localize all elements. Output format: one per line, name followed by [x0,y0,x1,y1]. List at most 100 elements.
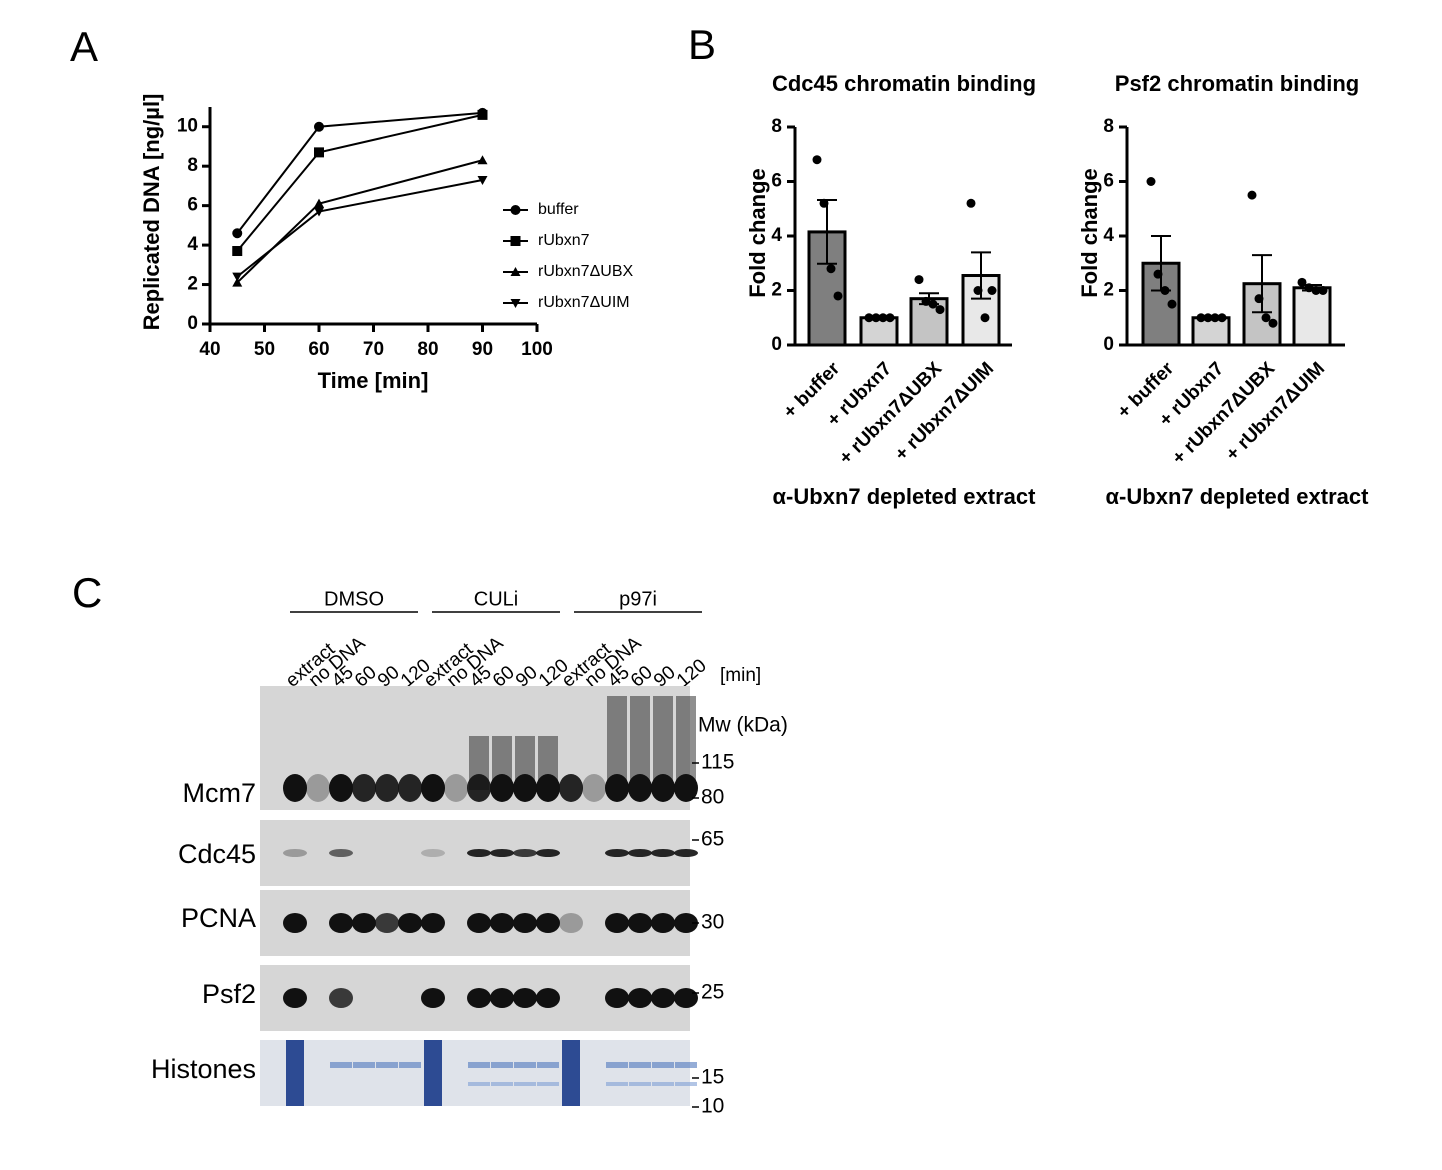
band [283,849,307,857]
data-point [935,305,945,315]
band [628,988,652,1008]
band [559,913,583,933]
band [329,988,353,1008]
band [513,849,537,857]
data-point [1247,190,1257,200]
data-point [1311,286,1321,295]
band [536,774,560,802]
stain-band [491,1082,513,1086]
marker-label: 10 [701,1095,724,1118]
data-point [826,264,836,274]
data-point [1196,313,1206,323]
group-label: CULi [474,588,518,610]
x-tick-label: 40 [199,339,220,360]
error-bar [1252,254,1272,314]
blot-strip [260,1040,690,1106]
y-axis-label: Fold change [1077,168,1102,298]
y-axis-label: Replicated DNA [ng/µl] [139,94,164,331]
stain-band [514,1082,536,1086]
band [536,849,560,857]
band [651,774,675,802]
legend-marker [510,299,521,308]
series-line [236,111,483,234]
band [283,774,307,802]
band [674,913,698,933]
y-tick-label: 6 [771,171,782,192]
stain-band [652,1062,674,1068]
stain-band [629,1062,651,1068]
data-point [914,275,924,285]
data-point [1304,283,1314,293]
marker-label: 15 [701,1066,724,1089]
data-point [833,291,843,301]
band [559,774,583,802]
row-label: Cdc45 [178,839,256,869]
data-point [1146,177,1156,186]
y-tick-label: 6 [1103,171,1114,192]
bar [859,316,899,347]
x-tick-label: 90 [472,339,493,360]
band [582,774,606,802]
data-point [1153,269,1163,279]
data-point [980,313,990,323]
band [421,774,445,802]
band [513,988,537,1008]
band [674,849,698,857]
y-tick-label: 8 [1103,116,1114,137]
band [283,913,307,933]
row-label: Histones [151,1054,256,1084]
x-tick-label: 70 [363,339,384,360]
data-point [1318,286,1328,295]
legend-label: buffer [538,201,579,218]
stain-band [514,1062,536,1068]
mw-label: Mw (kDa) [698,714,788,737]
panel-label: A [70,23,98,70]
y-tick-label: 0 [1103,334,1114,355]
bar [1292,286,1332,347]
marker-label: 65 [701,828,724,851]
band [375,913,399,933]
x-axis-label: α-Ubxn7 depleted extract [1106,484,1370,509]
panel-label: C [72,569,102,616]
y-tick-label: 2 [771,280,782,301]
stain-band [675,1082,697,1086]
panel-label: B [688,21,716,68]
band [444,774,468,802]
stain-band [399,1062,421,1068]
error-bar [919,292,939,306]
marker [314,147,324,158]
smear [607,696,627,790]
error-bar [1151,235,1171,292]
stain-band [606,1082,628,1086]
time-unit: [min] [720,665,761,686]
y-tick-label: 2 [1103,280,1114,301]
band [490,913,514,933]
band [605,988,629,1008]
data-point [928,299,938,309]
marker [232,228,243,239]
band [467,913,491,933]
band [352,913,376,933]
band [421,988,445,1008]
bar [807,230,847,347]
group-label: DMSO [324,588,384,610]
band [467,988,491,1008]
x-axis-label: α-Ubxn7 depleted extract [773,484,1037,509]
row-label: Psf2 [202,979,256,1009]
marker [314,198,324,208]
legend-marker [510,205,521,215]
bar [1191,316,1231,347]
data-point [1254,294,1264,304]
band [421,913,445,933]
stain-band [376,1062,398,1068]
band [605,913,629,933]
band [329,849,353,857]
series-line [236,159,483,284]
marker [232,246,243,257]
data-point [885,313,895,323]
marker-label: 30 [701,911,724,934]
stain-band [537,1062,559,1068]
y-tick-label: 6 [187,195,198,216]
band [490,849,514,857]
